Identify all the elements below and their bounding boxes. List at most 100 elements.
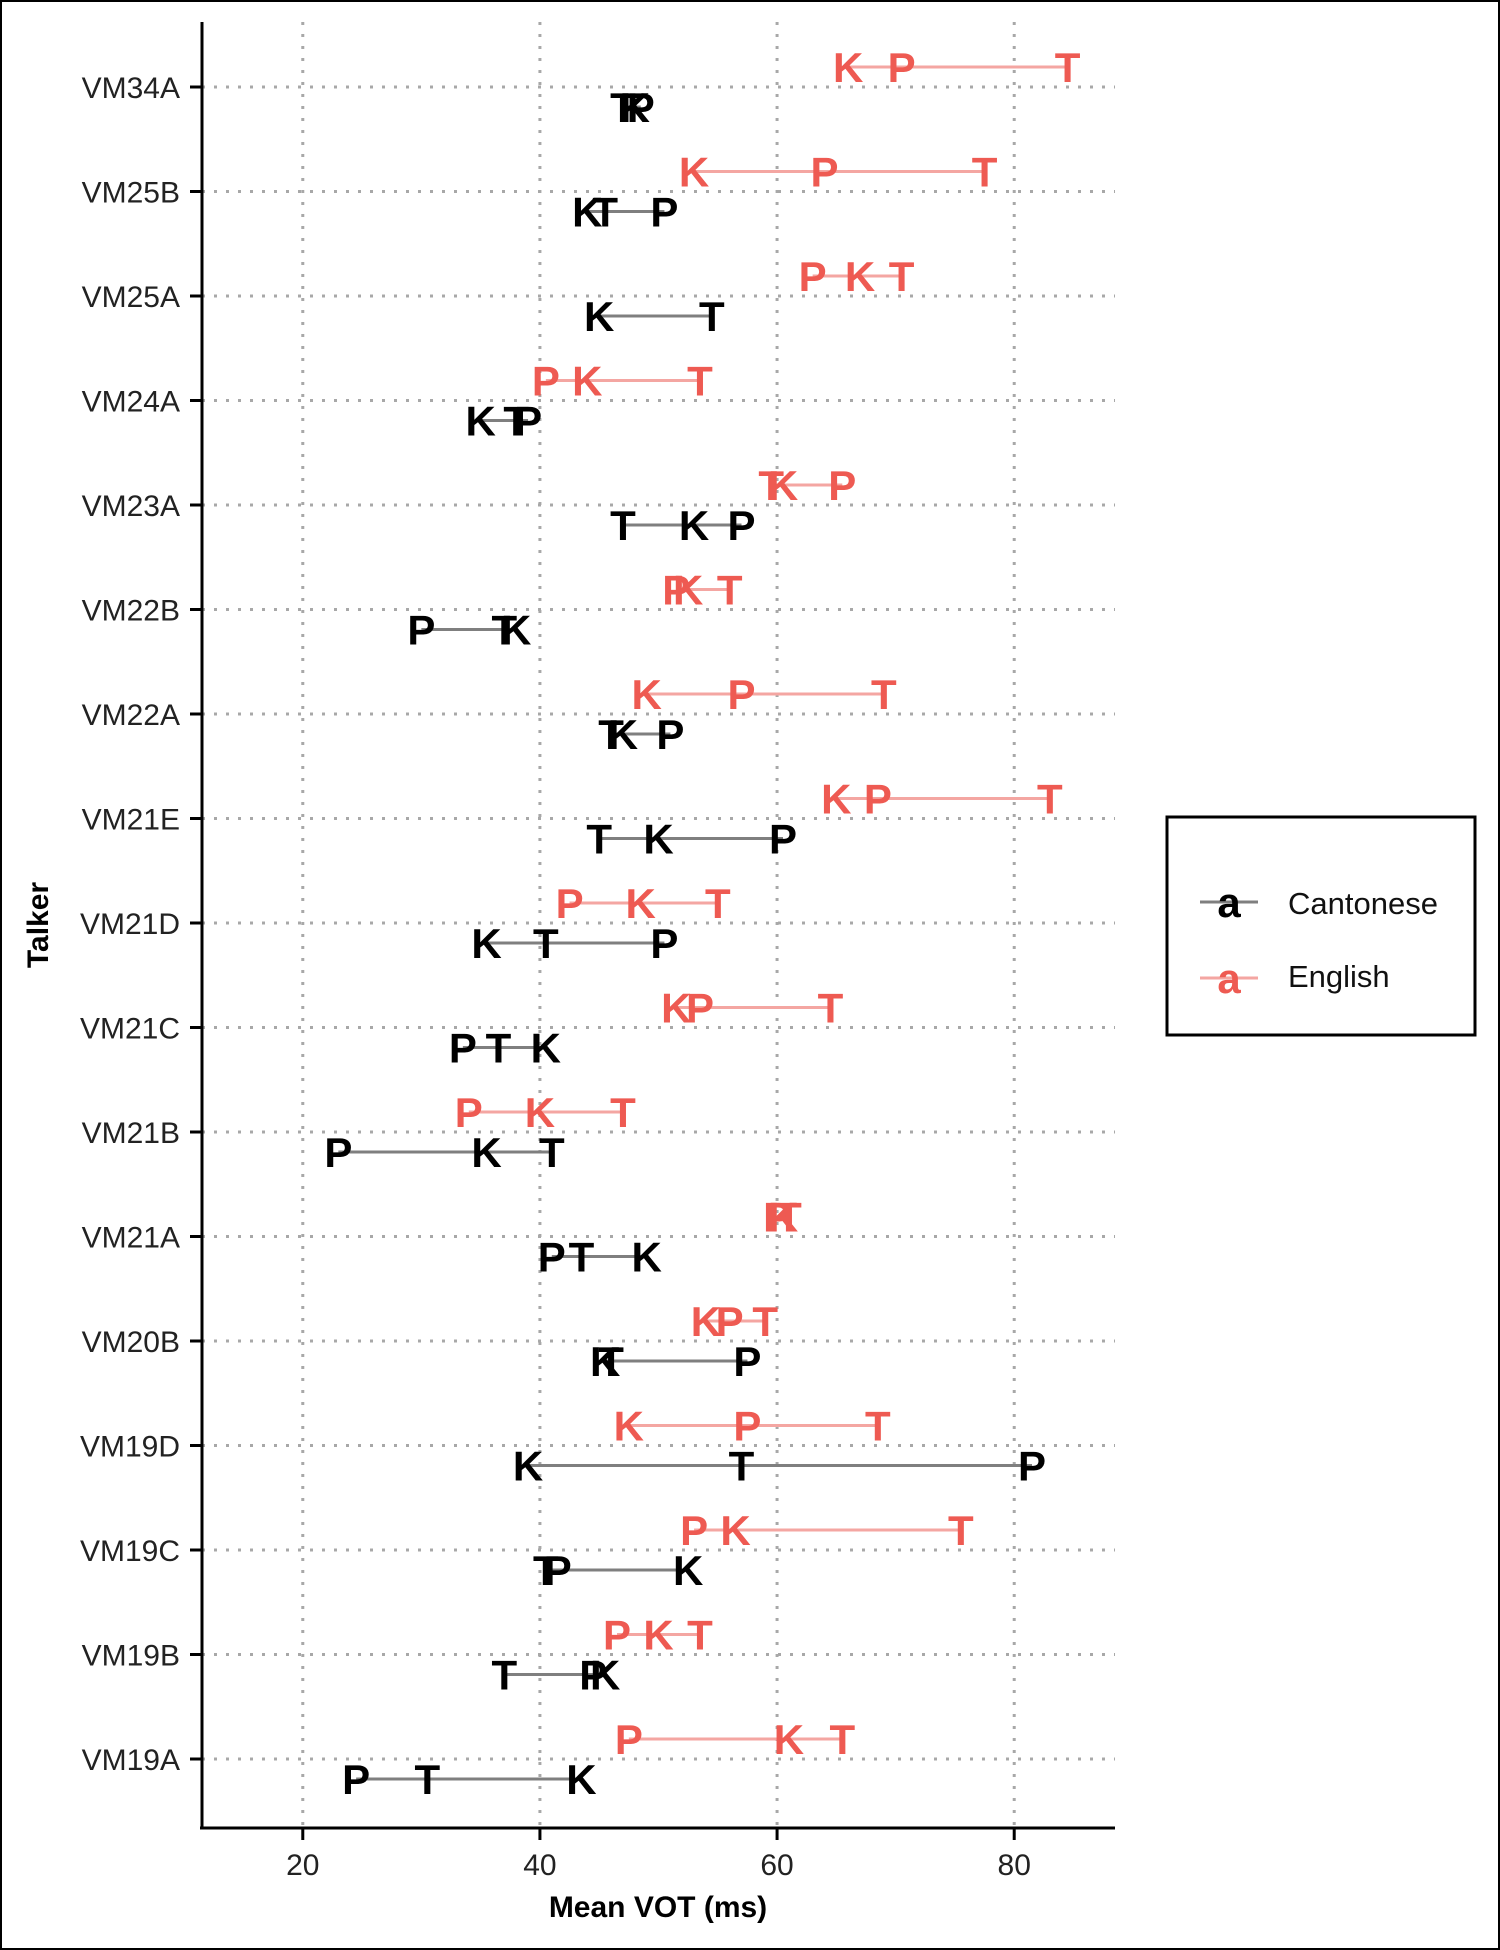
marker-p: P <box>763 1194 791 1241</box>
legend-key-glyph: a <box>1217 879 1241 926</box>
marker-t: T <box>752 1298 778 1345</box>
marker-t: T <box>414 1756 440 1803</box>
marker-t: T <box>865 1403 891 1450</box>
legend: a Cantonese a English <box>1165 815 1477 1037</box>
marker-t: T <box>492 607 518 654</box>
marker-t: T <box>889 253 915 300</box>
x-tick-label: 40 <box>523 1849 556 1882</box>
y-ticks: VM34A VM25B VM25A VM24A VM23A VM22B VM22A VM21E… <box>80 72 202 1777</box>
marker-p: P <box>579 1652 607 1699</box>
x-axis-title: Mean VOT (ms) <box>549 1891 767 1924</box>
marker-k: K <box>679 149 709 196</box>
axes <box>200 22 1115 1830</box>
marker-p: P <box>650 189 678 236</box>
y-tick-label: VM23A <box>82 490 180 523</box>
marker-p: P <box>556 880 584 927</box>
marker-p: P <box>810 149 838 196</box>
y-tick-label: VM34A <box>82 72 180 105</box>
marker-p: P <box>864 776 892 823</box>
y-tick-label: VM21B <box>82 1117 180 1150</box>
marker-k: K <box>643 816 673 863</box>
gridlines <box>202 22 1115 1828</box>
marker-k: K <box>774 1716 804 1763</box>
marker-p: P <box>799 253 827 300</box>
marker-p: P <box>656 711 684 758</box>
marker-t: T <box>871 671 897 718</box>
marker-t: T <box>687 358 713 405</box>
marker-t: T <box>758 462 784 509</box>
marker-k: K <box>590 1338 620 1385</box>
marker-t: T <box>699 293 725 340</box>
marker-k: K <box>525 1089 555 1136</box>
marker-p: P <box>407 607 435 654</box>
marker-k: K <box>584 293 614 340</box>
marker-t: T <box>492 1652 518 1699</box>
y-tick-label: VM19D <box>80 1431 180 1464</box>
marker-p: P <box>686 985 714 1032</box>
marker-k: K <box>626 880 656 927</box>
marker-p: P <box>538 1234 566 1281</box>
marker-k: K <box>768 1194 798 1241</box>
marker-p: P <box>888 44 916 91</box>
marker-t: T <box>687 1612 713 1659</box>
marker-p: P <box>769 816 797 863</box>
marker-k: K <box>821 776 851 823</box>
marker-k: K <box>691 1298 721 1345</box>
marker-p: P <box>662 567 690 614</box>
marker-k: K <box>471 920 501 967</box>
marker-k: K <box>673 567 703 614</box>
marker-k: K <box>513 1443 543 1490</box>
y-tick-label: VM20B <box>82 1326 180 1359</box>
marker-t: T <box>533 920 559 967</box>
marker-p: P <box>727 671 755 718</box>
marker-t: T <box>972 149 998 196</box>
legend-box <box>1165 815 1477 1037</box>
marker-p: P <box>650 920 678 967</box>
marker-t: T <box>717 567 743 614</box>
y-tick-label: VM21E <box>82 804 180 837</box>
y-tick-label: VM25A <box>82 281 180 314</box>
legend-label: English <box>1288 959 1390 994</box>
marker-p: P <box>342 1756 370 1803</box>
legend-label: Cantonese <box>1288 886 1438 921</box>
marker-k: K <box>631 671 661 718</box>
marker-k: K <box>845 253 875 300</box>
marker-t: T <box>533 1547 559 1594</box>
marker-p: P <box>544 1547 572 1594</box>
marker-p: P <box>680 1507 708 1554</box>
marker-t: T <box>486 1025 512 1072</box>
marker-t: T <box>948 1507 974 1554</box>
marker-t: T <box>610 84 636 131</box>
y-tick-label: VM22A <box>82 699 180 732</box>
marker-k: K <box>614 1403 644 1450</box>
marker-k: K <box>531 1025 561 1072</box>
marker-k: K <box>643 1612 673 1659</box>
x-tick-label: 20 <box>286 1849 319 1882</box>
marker-k: K <box>833 44 863 91</box>
marker-k: K <box>501 607 531 654</box>
marker-k: K <box>590 1652 620 1699</box>
marker-p: P <box>449 1025 477 1072</box>
marker-k: K <box>768 462 798 509</box>
marker-k: K <box>679 502 709 549</box>
x-tick-label: 80 <box>998 1849 1031 1882</box>
marker-t: T <box>1055 44 1081 91</box>
marker-p: P <box>455 1089 483 1136</box>
marker-t: T <box>598 711 624 758</box>
marker-p: P <box>324 1129 352 1176</box>
marker-t: T <box>610 1089 636 1136</box>
legend-item-english: a English <box>1200 955 1390 1002</box>
marker-p: P <box>733 1403 761 1450</box>
y-tick-label: VM21D <box>80 908 180 941</box>
marker-t: T <box>586 816 612 863</box>
y-tick-label: VM25B <box>82 177 180 210</box>
marker-p: P <box>828 462 856 509</box>
marker-p: P <box>603 1612 631 1659</box>
marker-t: T <box>818 985 844 1032</box>
marker-k: K <box>631 1234 661 1281</box>
marker-k: K <box>620 84 650 131</box>
